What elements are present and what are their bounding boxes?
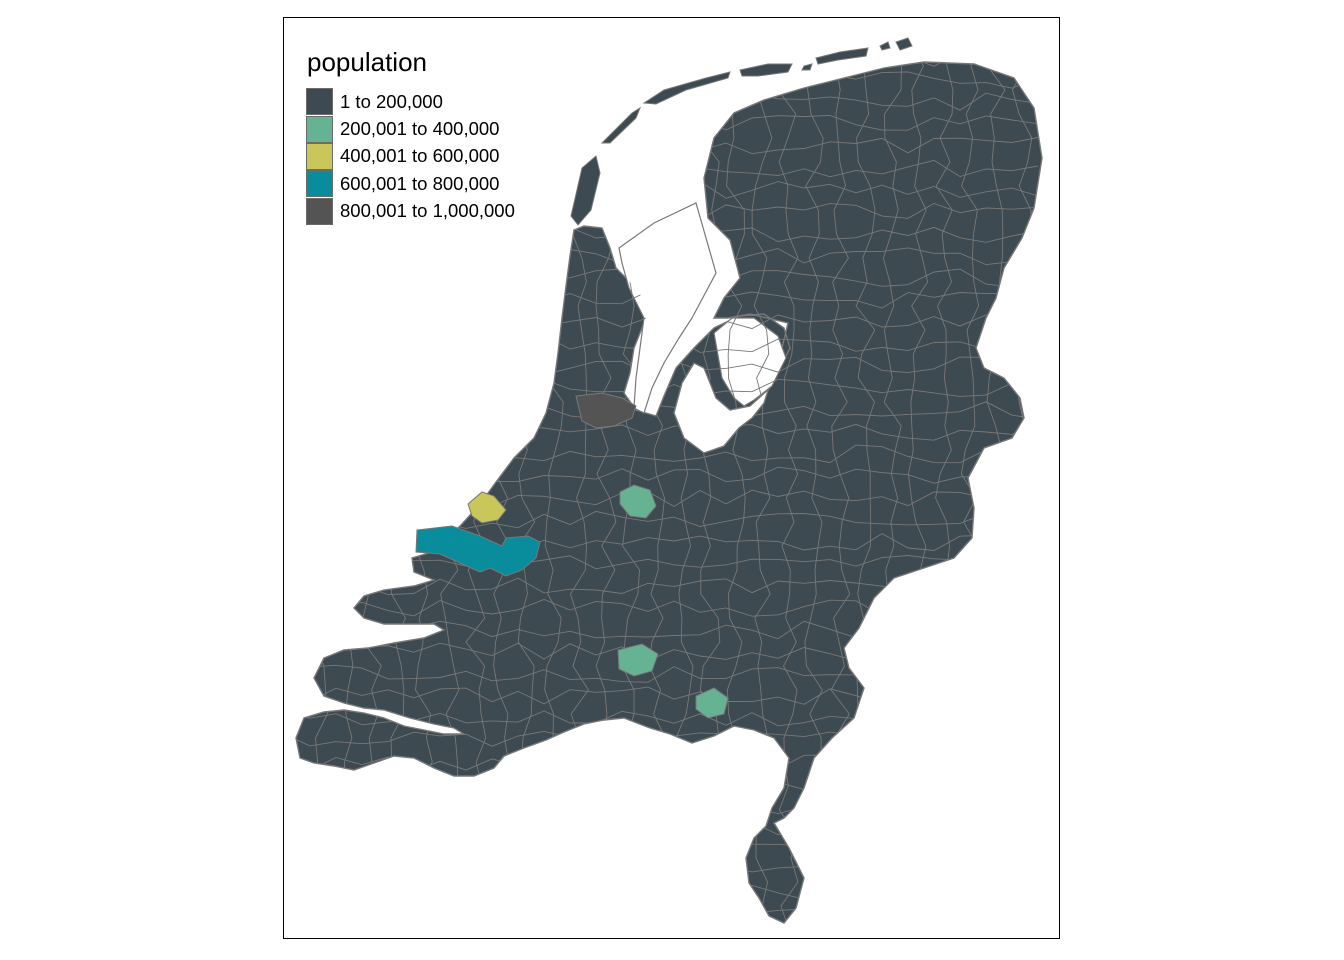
highlighted-municipalities xyxy=(415,392,729,719)
legend-item: 800,001 to 1,000,000 xyxy=(306,197,515,225)
legend-swatch xyxy=(306,115,333,143)
municipality-border-line xyxy=(296,907,1039,923)
municipality-rotterdam[interactable] xyxy=(415,525,541,577)
municipality-border-line xyxy=(296,818,1039,838)
island-vlieland xyxy=(600,106,642,144)
legend-item: 1 to 200,000 xyxy=(306,88,515,116)
municipality-border-line xyxy=(296,796,1039,816)
municipality-eindhoven[interactable] xyxy=(695,687,729,719)
island-rottumeroog xyxy=(895,37,913,51)
municipality-the-hague[interactable] xyxy=(467,491,507,524)
island-schiermonnikoog xyxy=(815,47,869,65)
island-small-2 xyxy=(879,41,891,51)
municipality-border-line xyxy=(296,862,1039,881)
legend-swatch xyxy=(306,197,333,225)
legend-title: population xyxy=(307,47,427,77)
municipality-tilburg[interactable] xyxy=(617,643,659,677)
legend-item: 600,001 to 800,000 xyxy=(306,170,515,198)
island-small-1 xyxy=(801,63,813,71)
legend-label: 1 to 200,000 xyxy=(340,90,443,112)
municipality-border-line xyxy=(296,62,305,923)
netherlands-municipality-map[interactable] xyxy=(284,18,1061,940)
legend-rows: 1 to 200,000 200,001 to 400,000 400,001 … xyxy=(306,88,515,225)
map-frame: population 1 to 200,000 200,001 to 400,0… xyxy=(283,17,1060,939)
legend-item: 400,001 to 600,000 xyxy=(306,142,515,170)
legend-label: 400,001 to 600,000 xyxy=(340,145,500,167)
legend-swatch xyxy=(306,170,333,198)
municipality-border-line xyxy=(296,774,1039,794)
legend-item: 200,001 to 400,000 xyxy=(306,115,515,143)
legend-label: 800,001 to 1,000,000 xyxy=(340,200,515,222)
legend-label: 200,001 to 400,000 xyxy=(340,118,500,140)
legend-swatch xyxy=(306,88,333,116)
municipality-amsterdam[interactable] xyxy=(575,392,637,429)
municipality-border-line xyxy=(296,884,1039,904)
island-texel xyxy=(570,155,601,226)
island-terschelling xyxy=(642,71,731,105)
municipality-utrecht[interactable] xyxy=(619,484,657,519)
mainland-netherlands xyxy=(295,61,1043,924)
municipality-border-line xyxy=(777,62,799,923)
legend-label: 600,001 to 800,000 xyxy=(340,172,500,194)
municipality-border-line xyxy=(296,841,1039,860)
ijsselmeer-water xyxy=(618,202,717,414)
legend-swatch xyxy=(306,142,333,170)
map-legend: population 1 to 200,000 200,001 to 400,0… xyxy=(306,46,515,225)
wadden-islands xyxy=(570,37,913,226)
island-ameland xyxy=(739,63,793,77)
